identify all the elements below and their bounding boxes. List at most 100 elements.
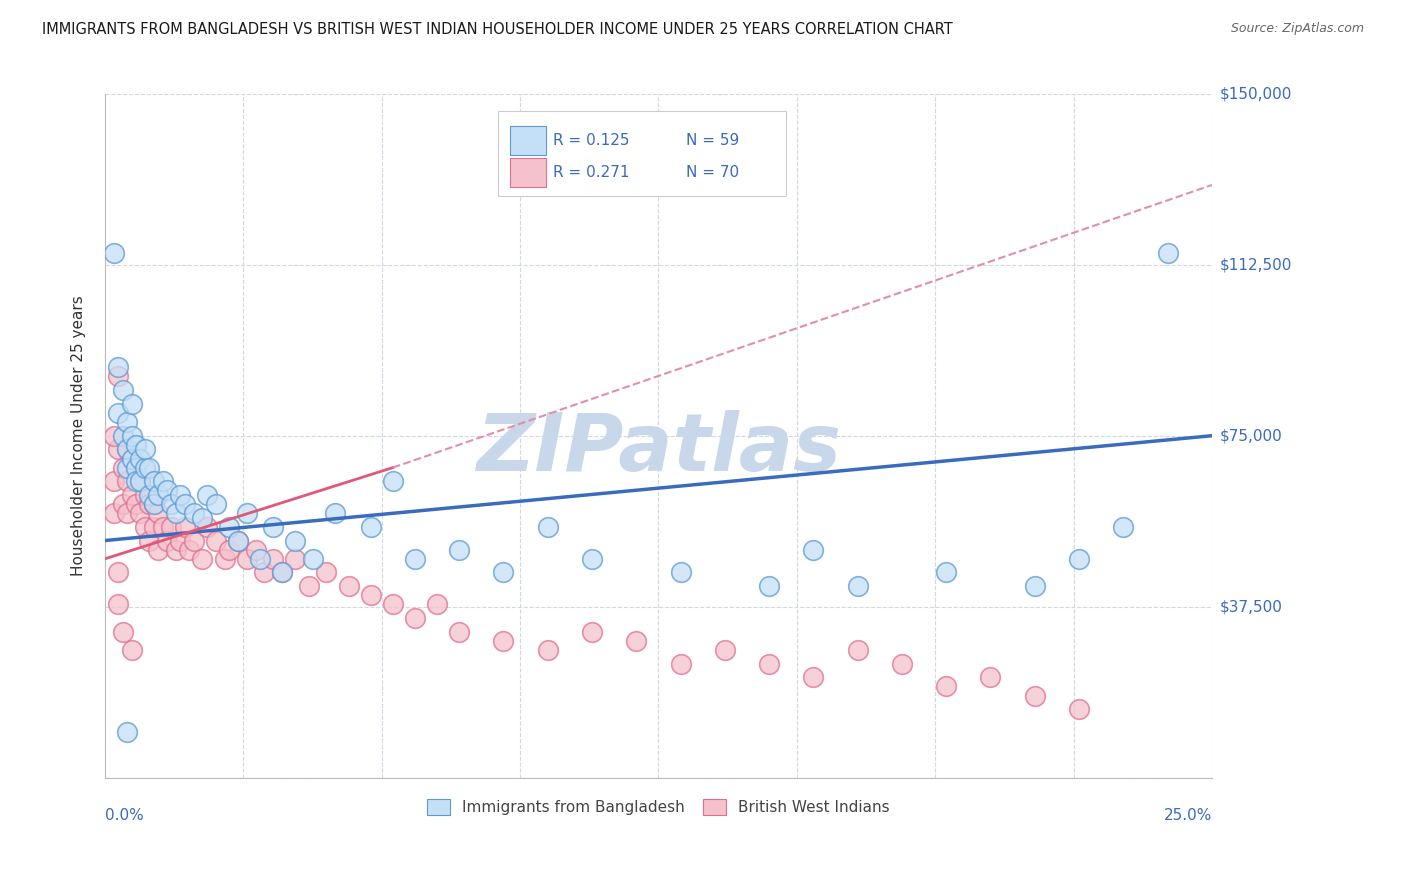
Point (1112, 520, 1135, 534)
Point (107, 566, 129, 580)
Text: N = 59: N = 59 (686, 133, 740, 148)
Point (138, 460, 160, 475)
Point (152, 520, 174, 534)
Point (669, 657, 692, 671)
Point (1024, 689, 1046, 703)
Point (125, 497, 148, 511)
Point (191, 551, 214, 566)
Point (979, 670, 1001, 684)
Point (121, 643, 143, 657)
Point (803, 542, 825, 557)
Point (758, 579, 780, 593)
Point (714, 643, 737, 657)
Text: R = 0.125: R = 0.125 (554, 133, 630, 148)
Point (298, 579, 321, 593)
Point (169, 533, 191, 548)
Text: ZIPatlas: ZIPatlas (475, 410, 841, 489)
Point (537, 520, 560, 534)
Point (249, 551, 271, 566)
Point (381, 475, 404, 489)
Point (262, 551, 284, 566)
Point (284, 551, 307, 566)
Point (129, 451, 152, 466)
Point (121, 397, 143, 411)
Point (107, 369, 129, 384)
Point (138, 497, 160, 511)
Point (1024, 579, 1046, 593)
Point (935, 566, 957, 580)
Point (156, 483, 179, 498)
Point (179, 542, 201, 557)
Point (803, 670, 825, 684)
Point (173, 520, 195, 534)
Point (146, 488, 169, 502)
Text: $150,000: $150,000 (1220, 87, 1292, 102)
Point (115, 725, 138, 739)
Text: 25.0%: 25.0% (1164, 808, 1212, 823)
Point (134, 460, 156, 475)
Point (111, 428, 134, 442)
Point (381, 598, 404, 612)
Point (142, 475, 165, 489)
Point (1067, 702, 1090, 716)
Point (315, 566, 337, 580)
Point (626, 633, 648, 648)
Point (146, 542, 169, 557)
Point (134, 520, 156, 534)
FancyBboxPatch shape (510, 126, 546, 154)
Point (111, 497, 134, 511)
Point (173, 497, 195, 511)
Point (160, 497, 183, 511)
Point (1156, 246, 1178, 260)
Point (218, 520, 240, 534)
Point (183, 506, 205, 520)
Y-axis label: Householder Income Under 25 years: Householder Income Under 25 years (72, 295, 86, 576)
FancyBboxPatch shape (498, 111, 786, 196)
Point (669, 566, 692, 580)
Text: $112,500: $112,500 (1220, 257, 1292, 272)
Text: N = 70: N = 70 (686, 165, 740, 180)
Point (111, 460, 134, 475)
Point (129, 506, 152, 520)
Point (125, 460, 148, 475)
Point (204, 533, 226, 548)
Point (271, 566, 294, 580)
Point (107, 598, 129, 612)
Point (103, 428, 125, 442)
Point (125, 460, 148, 475)
Point (107, 360, 129, 375)
Text: R = 0.271: R = 0.271 (554, 165, 630, 180)
Point (235, 551, 257, 566)
Point (142, 497, 165, 511)
Point (121, 488, 143, 502)
Text: $75,000: $75,000 (1220, 428, 1282, 443)
Point (107, 442, 129, 457)
Point (581, 551, 603, 566)
Point (111, 383, 134, 397)
Point (426, 598, 449, 612)
Point (191, 510, 214, 524)
Point (115, 415, 138, 429)
Point (449, 624, 471, 639)
Text: $37,500: $37,500 (1220, 599, 1284, 615)
Point (337, 579, 360, 593)
Legend: Immigrants from Bangladesh, British West Indians: Immigrants from Bangladesh, British West… (420, 793, 896, 822)
Point (360, 588, 382, 602)
Point (449, 542, 471, 557)
Text: Source: ZipAtlas.com: Source: ZipAtlas.com (1230, 22, 1364, 36)
Point (890, 657, 912, 671)
Point (404, 551, 426, 566)
Point (323, 506, 346, 520)
Point (165, 542, 187, 557)
Point (537, 643, 560, 657)
Point (125, 475, 148, 489)
Point (183, 533, 205, 548)
Text: IMMIGRANTS FROM BANGLADESH VS BRITISH WEST INDIAN HOUSEHOLDER INCOME UNDER 25 YE: IMMIGRANTS FROM BANGLADESH VS BRITISH WE… (42, 22, 953, 37)
Point (134, 442, 156, 457)
Text: 0.0%: 0.0% (105, 808, 143, 823)
Point (103, 246, 125, 260)
Point (195, 520, 218, 534)
Point (169, 488, 191, 502)
Point (160, 520, 183, 534)
Point (492, 633, 515, 648)
